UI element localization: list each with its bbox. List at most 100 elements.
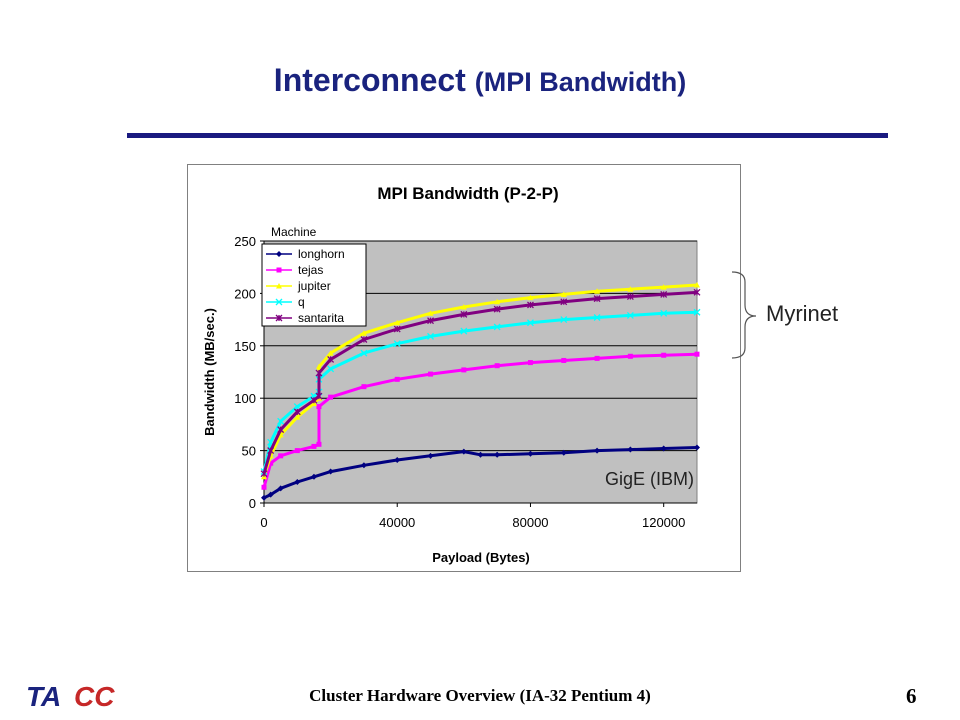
y-tick-label: 50 — [242, 444, 256, 459]
slide-title: Interconnect (MPI Bandwidth) — [0, 62, 960, 99]
data-point — [560, 298, 568, 306]
data-point — [661, 352, 667, 358]
data-point — [494, 298, 501, 305]
logo-text-t: TA — [26, 681, 61, 712]
data-point — [278, 453, 284, 459]
data-point — [293, 408, 301, 416]
data-point — [660, 284, 667, 290]
myrinet-annotation: Myrinet — [766, 301, 839, 326]
page-number: 6 — [906, 684, 917, 708]
data-point — [328, 394, 334, 400]
x-tick-label: 40000 — [379, 515, 415, 530]
data-point — [527, 360, 533, 366]
footer-text: Cluster Hardware Overview (IA-32 Pentium… — [309, 686, 651, 705]
series-q — [260, 308, 701, 476]
data-point — [394, 457, 401, 464]
data-point — [277, 426, 285, 434]
data-point — [427, 317, 434, 325]
data-point — [277, 485, 284, 492]
data-point — [693, 288, 701, 296]
data-point — [493, 305, 501, 313]
data-point — [627, 353, 633, 359]
data-point — [276, 251, 282, 257]
data-point — [327, 350, 334, 356]
data-point — [461, 367, 467, 373]
data-point — [477, 451, 484, 458]
data-point — [560, 291, 567, 297]
x-tick-label: 0 — [260, 515, 267, 530]
y-axis-label: Bandwidth (MB/sec.) — [202, 308, 217, 436]
data-point — [261, 484, 267, 490]
data-point — [694, 282, 700, 288]
legend: Machine longhorn tejas jupiter q santarita — [261, 225, 367, 327]
data-point — [394, 376, 400, 382]
data-point — [294, 479, 301, 486]
data-point — [393, 340, 401, 348]
data-point — [277, 417, 285, 425]
data-point — [494, 451, 501, 458]
data-point — [460, 304, 467, 310]
data-point — [593, 295, 601, 303]
data-point — [527, 301, 534, 309]
y-tick-label: 150 — [234, 339, 256, 354]
data-point — [594, 288, 601, 294]
data-point — [310, 473, 317, 480]
series-santarita — [260, 288, 701, 478]
data-point — [626, 293, 634, 301]
y-tick-label: 250 — [234, 234, 256, 249]
data-point — [560, 449, 567, 456]
logo-text-cc: CC — [74, 681, 115, 712]
data-point — [527, 319, 534, 327]
data-point — [693, 308, 701, 316]
legend-label-longhorn: longhorn — [298, 247, 345, 261]
data-point — [494, 363, 500, 369]
x-tick-label: 120000 — [642, 515, 685, 530]
data-point — [315, 369, 323, 377]
legend-label-santarita: santarita — [298, 311, 344, 325]
chart-title: MPI Bandwidth (P-2-P) — [377, 184, 558, 203]
legend-label-jupiter: jupiter — [297, 279, 331, 293]
data-point — [626, 311, 634, 319]
data-point — [393, 325, 401, 333]
data-point — [660, 290, 668, 298]
series-longhorn — [261, 444, 700, 501]
data-point — [311, 443, 317, 449]
data-point — [294, 448, 300, 454]
data-point — [275, 314, 283, 322]
x-tick-label: 80000 — [512, 515, 548, 530]
data-point — [327, 468, 334, 475]
series-line-longhorn — [263, 446, 698, 500]
data-point — [460, 448, 467, 455]
data-point — [315, 392, 323, 400]
data-point — [560, 316, 568, 324]
data-point — [694, 444, 700, 451]
series-tejas — [261, 351, 700, 490]
data-point — [527, 450, 534, 457]
legend-label-tejas: tejas — [298, 263, 323, 277]
data-point — [427, 332, 434, 340]
data-point — [394, 319, 401, 326]
x-axis-label: Payload (Bytes) — [432, 550, 530, 565]
data-point — [428, 371, 434, 377]
data-point — [267, 447, 275, 455]
data-point — [594, 355, 600, 361]
myrinet-brace-icon — [731, 271, 757, 359]
data-point — [316, 404, 322, 410]
tacc-logo: TA CC — [26, 681, 115, 712]
legend-title: Machine — [271, 225, 317, 239]
data-point — [694, 351, 700, 357]
y-tick-label: 0 — [249, 496, 256, 511]
data-point — [315, 363, 322, 370]
data-point — [276, 283, 282, 289]
legend-label-q: q — [298, 295, 305, 309]
data-point — [360, 330, 367, 336]
data-point — [260, 470, 268, 478]
gige-annotation: GigE (IBM) — [605, 469, 694, 489]
data-point — [327, 355, 335, 363]
data-point — [527, 294, 534, 301]
data-point — [361, 384, 367, 390]
data-point — [427, 452, 434, 459]
data-point — [276, 267, 282, 273]
data-point — [593, 314, 601, 321]
